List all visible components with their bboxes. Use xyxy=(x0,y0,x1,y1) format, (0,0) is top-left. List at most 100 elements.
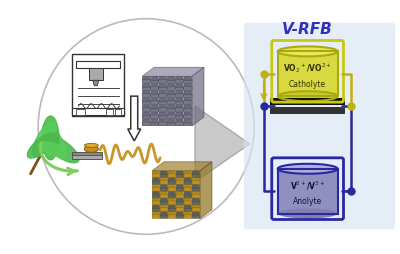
FancyBboxPatch shape xyxy=(192,185,199,188)
FancyBboxPatch shape xyxy=(151,84,158,88)
FancyBboxPatch shape xyxy=(192,194,200,198)
FancyBboxPatch shape xyxy=(160,201,168,205)
Polygon shape xyxy=(27,133,56,158)
FancyBboxPatch shape xyxy=(192,174,200,178)
FancyBboxPatch shape xyxy=(184,84,191,88)
FancyBboxPatch shape xyxy=(184,198,192,202)
FancyBboxPatch shape xyxy=(192,205,199,209)
Polygon shape xyxy=(42,124,66,159)
FancyBboxPatch shape xyxy=(192,178,199,182)
FancyBboxPatch shape xyxy=(192,201,200,205)
FancyBboxPatch shape xyxy=(176,94,184,98)
FancyBboxPatch shape xyxy=(168,215,176,219)
FancyBboxPatch shape xyxy=(168,120,175,124)
FancyBboxPatch shape xyxy=(151,105,158,109)
FancyBboxPatch shape xyxy=(176,87,184,91)
FancyBboxPatch shape xyxy=(184,205,192,209)
Polygon shape xyxy=(152,162,212,171)
FancyBboxPatch shape xyxy=(159,120,166,124)
FancyBboxPatch shape xyxy=(159,113,166,117)
Polygon shape xyxy=(38,142,67,157)
FancyBboxPatch shape xyxy=(152,205,160,209)
FancyBboxPatch shape xyxy=(184,101,192,105)
FancyBboxPatch shape xyxy=(142,94,150,98)
FancyBboxPatch shape xyxy=(184,122,192,126)
FancyBboxPatch shape xyxy=(168,174,176,178)
Bar xyxy=(142,77,192,126)
Bar xyxy=(72,109,124,116)
FancyBboxPatch shape xyxy=(168,98,175,102)
Bar xyxy=(89,69,103,81)
FancyBboxPatch shape xyxy=(176,198,184,202)
FancyBboxPatch shape xyxy=(184,77,191,81)
FancyBboxPatch shape xyxy=(159,122,167,126)
FancyBboxPatch shape xyxy=(152,208,160,212)
FancyBboxPatch shape xyxy=(152,187,160,192)
FancyBboxPatch shape xyxy=(176,91,183,95)
FancyBboxPatch shape xyxy=(184,181,192,185)
FancyBboxPatch shape xyxy=(168,178,176,182)
FancyBboxPatch shape xyxy=(160,185,168,188)
FancyBboxPatch shape xyxy=(176,187,184,192)
Ellipse shape xyxy=(84,144,98,148)
FancyBboxPatch shape xyxy=(176,113,183,117)
FancyBboxPatch shape xyxy=(168,185,176,188)
FancyBboxPatch shape xyxy=(167,122,176,126)
Bar xyxy=(152,171,200,219)
FancyBboxPatch shape xyxy=(176,181,184,185)
FancyBboxPatch shape xyxy=(176,174,184,178)
FancyBboxPatch shape xyxy=(160,187,168,192)
FancyBboxPatch shape xyxy=(192,187,200,192)
FancyBboxPatch shape xyxy=(151,120,158,124)
Bar xyxy=(270,107,346,115)
FancyBboxPatch shape xyxy=(160,194,168,198)
FancyBboxPatch shape xyxy=(160,208,168,212)
FancyBboxPatch shape xyxy=(167,94,176,98)
FancyBboxPatch shape xyxy=(152,181,160,185)
FancyBboxPatch shape xyxy=(159,87,167,91)
FancyBboxPatch shape xyxy=(167,115,176,119)
FancyBboxPatch shape xyxy=(152,171,160,175)
FancyBboxPatch shape xyxy=(152,192,160,195)
Polygon shape xyxy=(195,107,250,182)
Text: VO$_2$$^+$/VO$^{2+}$: VO$_2$$^+$/VO$^{2+}$ xyxy=(283,61,332,75)
FancyBboxPatch shape xyxy=(176,77,183,81)
FancyBboxPatch shape xyxy=(152,198,160,202)
Polygon shape xyxy=(192,68,204,126)
FancyBboxPatch shape xyxy=(152,215,160,219)
FancyBboxPatch shape xyxy=(168,84,175,88)
FancyBboxPatch shape xyxy=(142,113,150,117)
FancyBboxPatch shape xyxy=(176,185,184,188)
FancyBboxPatch shape xyxy=(176,194,184,198)
FancyBboxPatch shape xyxy=(160,215,168,219)
FancyBboxPatch shape xyxy=(184,171,192,175)
FancyBboxPatch shape xyxy=(176,120,183,124)
FancyBboxPatch shape xyxy=(160,178,168,182)
FancyBboxPatch shape xyxy=(176,115,184,119)
FancyBboxPatch shape xyxy=(151,91,158,95)
Ellipse shape xyxy=(278,47,338,57)
FancyBboxPatch shape xyxy=(142,80,150,84)
FancyBboxPatch shape xyxy=(152,178,160,182)
FancyBboxPatch shape xyxy=(168,91,175,95)
Polygon shape xyxy=(33,122,56,157)
FancyBboxPatch shape xyxy=(184,80,192,84)
FancyBboxPatch shape xyxy=(160,198,168,202)
FancyBboxPatch shape xyxy=(184,185,192,188)
FancyBboxPatch shape xyxy=(142,108,150,112)
FancyBboxPatch shape xyxy=(176,178,184,182)
FancyBboxPatch shape xyxy=(150,122,159,126)
Bar xyxy=(72,152,102,156)
FancyBboxPatch shape xyxy=(176,201,184,205)
FancyBboxPatch shape xyxy=(168,194,176,198)
FancyBboxPatch shape xyxy=(176,192,184,195)
FancyBboxPatch shape xyxy=(176,212,184,216)
FancyBboxPatch shape xyxy=(176,171,184,175)
FancyBboxPatch shape xyxy=(192,198,199,202)
Bar xyxy=(278,169,338,214)
FancyBboxPatch shape xyxy=(142,101,150,105)
FancyBboxPatch shape xyxy=(176,101,184,105)
FancyBboxPatch shape xyxy=(184,212,192,216)
FancyBboxPatch shape xyxy=(150,80,159,84)
Bar xyxy=(76,110,85,115)
